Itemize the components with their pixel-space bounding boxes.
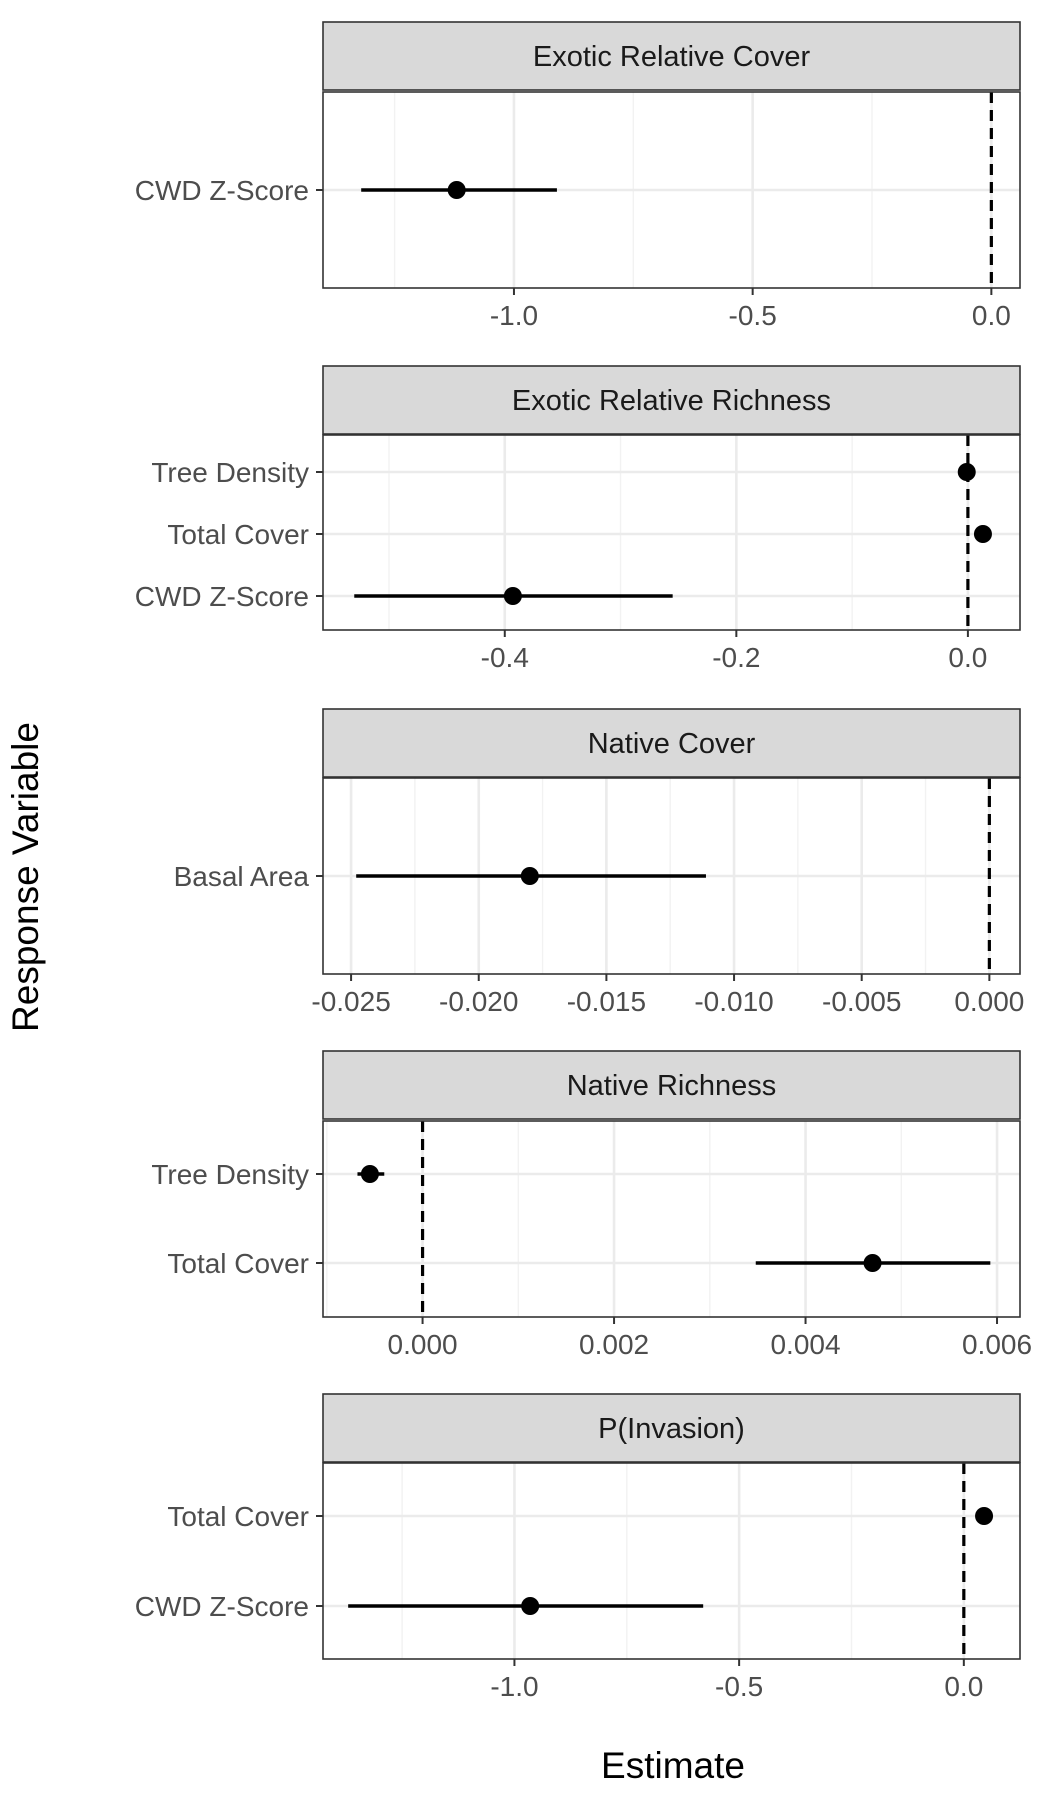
x-tick-label: 0.0 <box>944 1671 983 1702</box>
y-tick-label: CWD Z-Score <box>135 175 309 206</box>
panel-border <box>322 1462 1021 1660</box>
estimate-point <box>360 1165 379 1183</box>
x-tick-label: 0.0 <box>948 642 987 673</box>
facet-strip <box>322 21 1021 91</box>
estimate-point <box>973 525 992 543</box>
estimate-point <box>863 1254 882 1272</box>
y-tick-label: Total Cover <box>167 1248 309 1279</box>
panel-background <box>323 1121 1020 1317</box>
panel-background <box>323 435 1020 630</box>
panel-border <box>322 434 1021 631</box>
y-tick-label: Basal Area <box>174 861 310 892</box>
x-tick-label: -1.0 <box>490 1671 538 1702</box>
facet-strip-title: Exotic Relative Cover <box>533 41 811 73</box>
x-tick-label: 0.000 <box>954 986 1024 1017</box>
facet-strip-title: Native Cover <box>588 728 756 760</box>
x-tick-label: 0.002 <box>579 1329 649 1360</box>
x-tick-label: -1.0 <box>490 300 538 331</box>
y-tick-label: Tree Density <box>151 457 309 488</box>
estimate-point <box>521 1597 540 1615</box>
facet-strip-title: Exotic Relative Richness <box>512 385 831 417</box>
estimate-point <box>503 587 522 605</box>
facet-strip <box>322 1393 1021 1463</box>
y-tick-label: CWD Z-Score <box>135 1591 309 1622</box>
x-tick-label: 0.000 <box>388 1329 458 1360</box>
panel-background <box>323 1463 1020 1659</box>
x-tick-label: -0.025 <box>311 986 390 1017</box>
x-tick-label: 0.006 <box>962 1329 1032 1360</box>
estimate-point <box>957 463 976 481</box>
estimate-point <box>520 867 539 885</box>
panel-border <box>322 777 1021 975</box>
panel-border <box>322 91 1021 289</box>
x-tick-label: -0.5 <box>729 300 777 331</box>
x-tick-label: -0.5 <box>715 1671 763 1702</box>
facet-strip <box>322 1050 1021 1120</box>
y-tick-label: Total Cover <box>167 519 309 550</box>
facet-strip-title: Native Richness <box>567 1070 777 1102</box>
estimate-point <box>975 1507 994 1525</box>
y-tick-label: Total Cover <box>167 1501 309 1532</box>
x-tick-label: -0.005 <box>822 986 901 1017</box>
x-tick-label: 0.004 <box>770 1329 840 1360</box>
y-axis-title: Response Variable <box>5 722 46 1032</box>
y-tick-label: Tree Density <box>151 1159 309 1190</box>
facet-strip <box>322 708 1021 778</box>
x-tick-label: -0.020 <box>439 986 518 1017</box>
x-tick-label: -0.4 <box>481 642 529 673</box>
x-tick-label: 0.0 <box>972 300 1011 331</box>
facet-strip-title: P(Invasion) <box>598 1413 745 1445</box>
y-tick-label: CWD Z-Score <box>135 581 309 612</box>
x-tick-label: -0.2 <box>712 642 760 673</box>
x-axis-title: Estimate <box>601 1745 745 1786</box>
panel-border <box>322 1120 1021 1318</box>
x-tick-label: -0.015 <box>567 986 646 1017</box>
x-tick-label: -0.010 <box>694 986 773 1017</box>
facet-strip <box>322 365 1021 435</box>
estimate-point <box>447 181 466 199</box>
